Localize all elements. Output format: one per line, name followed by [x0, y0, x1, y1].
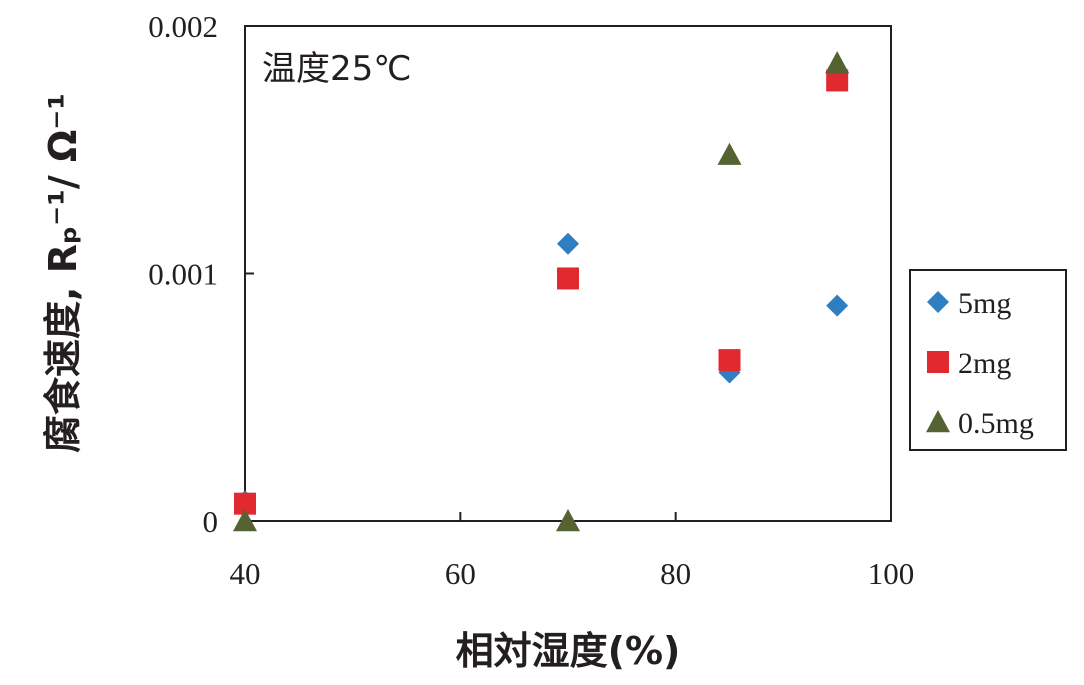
temperature-annotation: 温度25℃ — [262, 49, 411, 89]
legend: 5mg 2mg 0.5mg — [926, 287, 1034, 440]
x-tick-label: 80 — [660, 556, 691, 591]
x-axis-title: 相対湿度(%) — [456, 629, 681, 673]
triangle-point — [233, 509, 257, 532]
diamond-point — [826, 294, 849, 317]
y-tick-label: 0.002 — [148, 9, 218, 44]
legend-square-marker — [927, 351, 949, 373]
data-points — [233, 51, 850, 532]
square-point — [718, 349, 741, 372]
legend-label: 5mg — [958, 287, 1011, 320]
legend-triangle-marker — [926, 410, 950, 433]
triangle-point — [717, 142, 742, 165]
square-point — [557, 267, 579, 290]
square-point — [826, 69, 849, 92]
x-tick-label: 40 — [230, 556, 261, 591]
x-tick-label: 100 — [868, 556, 915, 591]
triangle-point — [825, 51, 850, 74]
x-tick-label: 60 — [445, 556, 476, 591]
y-tick-label: 0 — [203, 504, 219, 539]
triangle-point — [556, 509, 580, 532]
y-tick-label: 0.001 — [148, 257, 218, 292]
legend-label: 2mg — [958, 347, 1011, 380]
tick-labels: 40 60 80 100 0 0.001 0.002 — [148, 9, 914, 591]
square-point — [234, 492, 256, 515]
legend-label: 0.5mg — [958, 407, 1034, 440]
y-axis-title: 腐食速度, Rₚ⁻¹/ Ω⁻¹ — [41, 93, 85, 453]
legend-diamond-marker — [927, 291, 949, 313]
diamond-point — [557, 232, 579, 255]
